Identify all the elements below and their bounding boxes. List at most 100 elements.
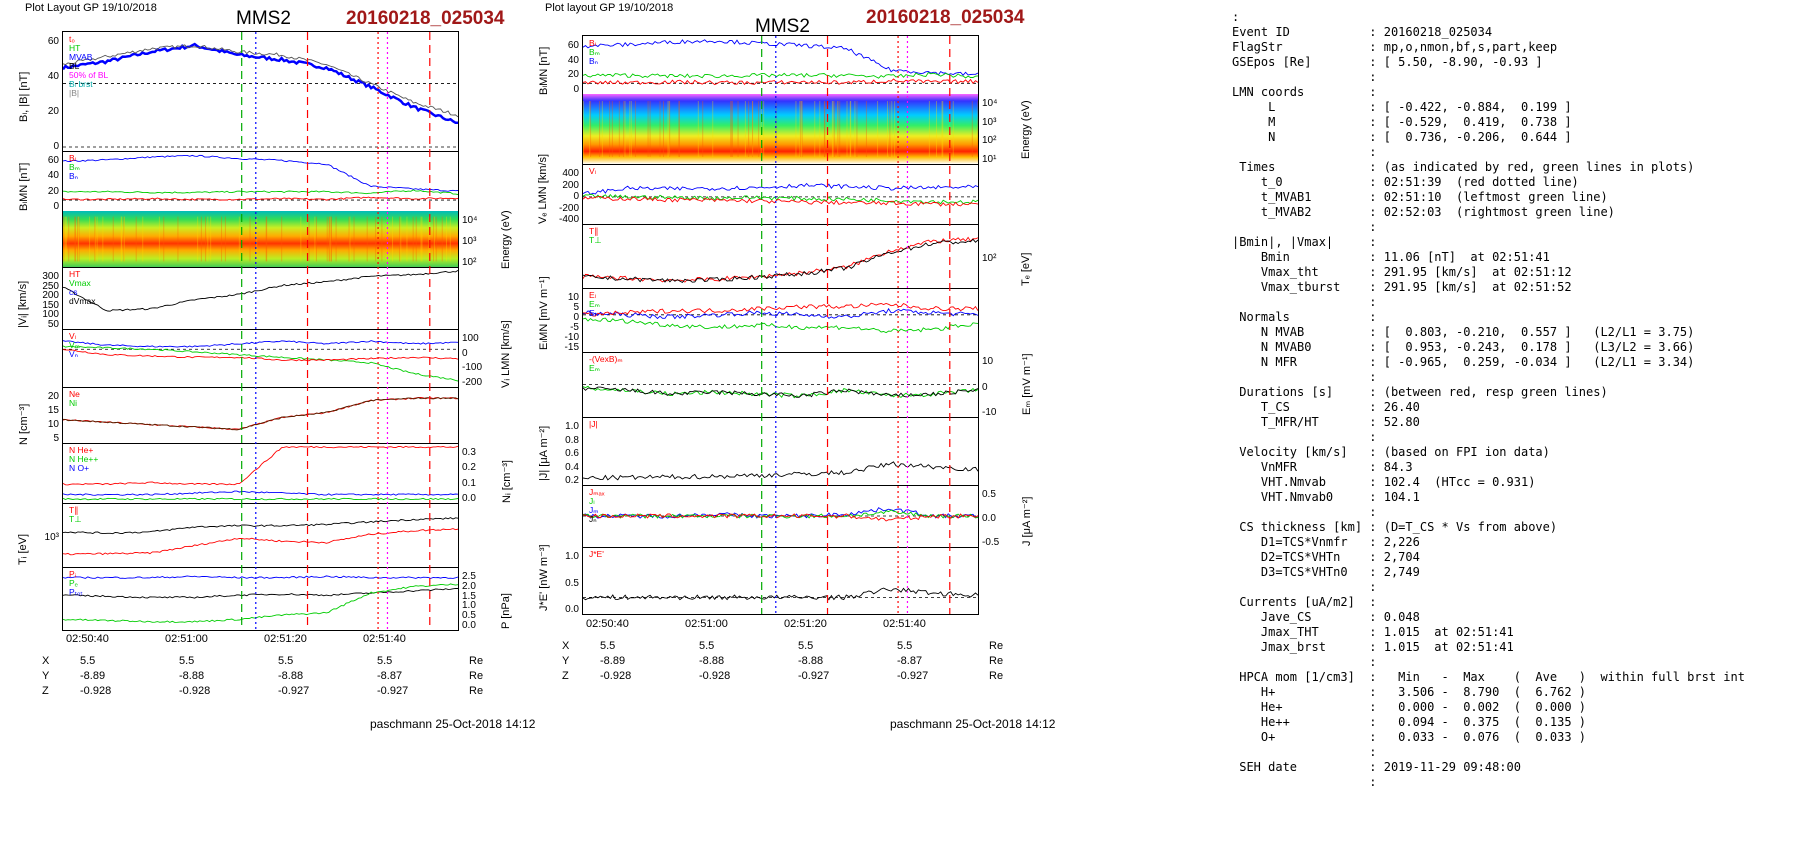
middle-panel-7-tick-label: 0.5 (982, 489, 996, 500)
left-panel-5-tick-label: 5 (53, 433, 59, 444)
middle-ephemeris-X-unit: Re (989, 640, 1004, 652)
middle-panel-0-tick-label: 40 (567, 54, 579, 66)
left-panel-1: 60 40 20 0 BₗMN [nT] Bₗ Bₘ Bₙ (18, 151, 458, 212)
middle-panel-2-axis-label: Vₑ LMN [km/s] (537, 153, 549, 224)
middle-ephemeris-X-value: 5.5 (600, 640, 616, 652)
middle-panel-6-tick-label: 1.0 (565, 421, 579, 432)
middle-panel-8-tick-label: 0.5 (565, 577, 579, 589)
left-ephemeris-X-value: 5.5 (179, 655, 195, 667)
middle-ephemeris-Z-unit: Re (989, 670, 1004, 682)
left-panel-0-tick-label: 0 (53, 141, 59, 152)
middle-panel-2-svg (583, 182, 978, 207)
left-panel-8-axis-label: P [nPa] (500, 592, 512, 629)
middle-time-tick-label: 02:51:00 (685, 618, 728, 630)
middle-panel-0-tick-label: 20 (567, 69, 579, 81)
middle-panel-5-tick-label: 10 (982, 356, 994, 367)
middle-plot-header: Plot layout GP 19/10/2018 (545, 2, 674, 14)
middle-ephemeris-Y-label: Y (562, 655, 570, 667)
middle-panel-5-axis-label: Eₘ [mV m⁻¹] (1021, 352, 1033, 415)
left-panel-5-tick-label: 10 (47, 419, 59, 430)
left-ephemeris-Y-unit: Re (469, 670, 484, 682)
middle-spectrogram (583, 94, 978, 164)
middle-panel-8-tick-label: 1.0 (565, 551, 579, 562)
left-panel-4-tick-label: 100 (462, 333, 479, 344)
middle-panel-8: 1.0 0.5 0.0 J*E' [nW m⁻³] J*E' (538, 544, 978, 615)
middle-panel-2-tick-label: -200 (558, 202, 579, 214)
left-series-Vₙ (63, 349, 458, 362)
middle-panel-6-tick-label: 0.6 (565, 448, 579, 459)
info-line: Event ID : 20160218_025034 (1232, 25, 1493, 39)
middle-series-Jₙ (583, 513, 978, 522)
left-legend-entry: Vₙ (69, 349, 79, 359)
left-plot-stack: 60 40 20 0 Bₗ, |B| [nT] t₀ HT MVAB BL 50% of BL Bₗ… (17, 31, 513, 631)
left-series-Vₘ (63, 345, 458, 382)
left-ephemeris-X-value: 5.5 (377, 655, 393, 667)
middle-panel-6-svg (583, 461, 978, 481)
info-line: t_MVAB2 : 02:52:03 (rightmost green line… (1260, 205, 1615, 219)
middle-panel-6-legend: |J| (589, 420, 598, 429)
middle-series-T∥ (583, 236, 978, 283)
middle-panel-4-tick-label: 0 (573, 312, 579, 323)
left-ephemeris-Z-value: -0.928 (80, 685, 112, 697)
middle-panel-6-tick-label: 0.2 (565, 475, 579, 486)
left-legend-entry: BL (69, 61, 80, 71)
left-series-Ni (63, 397, 458, 431)
middle-series-Jₘ (583, 509, 978, 519)
left-panel-0: 60 40 20 0 Bₗ, |B| [nT] t₀ HT MVAB BL 50% of BL Bₗ… (18, 32, 458, 152)
left-ephemeris-Z-value: -0.927 (278, 685, 310, 697)
left-panel-4-tick-label: 0 (462, 347, 468, 359)
middle-legend-entry: Eₘ (589, 363, 600, 373)
left-panel-3-tick-label: 100 (42, 309, 59, 321)
left-legend-entry: dVmax (69, 296, 96, 306)
info-line: GSEpos [Re] : [ 5.50, -8.90, -0.93 ] (1232, 55, 1543, 69)
left-ephemeris-Y-value: -8.89 (80, 670, 106, 682)
left-panel-4-tick-label: -200 (462, 377, 483, 388)
middle-event-id: 20160218_025034 (866, 7, 1025, 28)
info-line: N MVAB0 : [ 0.953, -0.243, 0.178 ] (L3/L… (1260, 340, 1695, 354)
middle-panel-4-svg (583, 302, 978, 334)
left-legend-entry: Bₙ (69, 171, 79, 181)
middle-panel-1-svg (583, 94, 978, 164)
left-panel-8-tick-label: 1.0 (462, 600, 476, 612)
info-line: : (1232, 10, 1240, 24)
middle-legend-entry: J*E' (589, 549, 604, 559)
middle-time-tick-label: 02:50:40 (586, 618, 629, 630)
left-ephemeris-X-value: 5.5 (278, 655, 294, 667)
middle-ephemeris-Z-value: -0.927 (798, 670, 830, 682)
middle-panel-4-tick-label: -15 (564, 342, 579, 353)
info-line: He++ : 0.094 - 0.375 ( 0.135 ) (1260, 715, 1587, 729)
left-legend-entry: N He+ (69, 445, 94, 455)
info-line: LMN coords : (1232, 85, 1377, 99)
info-line: Currents [uA/m2] : (1239, 595, 1377, 609)
left-panel-4: 100 0 -100 -200 Vᵢ LMN [km/s] Vₗ Vₘ Vₙ (63, 320, 512, 388)
middle-panel-4-tick-label: 10 (567, 292, 579, 303)
info-line: |Bmin|, |Vmax| : (1232, 235, 1377, 249)
info-line: Durations [s] : (between red, resp green… (1239, 385, 1608, 399)
middle-panel-0-legend: Bₗ Bₘ Bₙ (589, 39, 600, 66)
middle-series-|J| (583, 461, 978, 481)
left-panel-5-svg (63, 397, 458, 431)
middle-ephemeris-Y-value: -8.88 (798, 655, 824, 667)
left-panel-7-tick-label: 10³ (44, 532, 59, 543)
left-panel-4-svg (63, 340, 458, 382)
middle-panel-1: 10⁴ 10³ 10² 10¹ Energy (eV) (583, 94, 1032, 165)
left-series-T⊥ (63, 517, 458, 535)
middle-panel-4-tick-label: -10 (564, 332, 579, 343)
info-line: Vmax_tburst : 291.95 [km/s] at 02:51:52 (1260, 280, 1572, 294)
left-ephemeris-Y-label: Y (42, 670, 50, 682)
middle-panel-5-svg (583, 384, 978, 399)
left-panel-5-axis-label: N [cm⁻³] (18, 403, 30, 445)
middle-panel-6-axis-label: |J| [μA m⁻²] (538, 425, 550, 481)
left-legend-entry: Ni (69, 398, 78, 408)
left-panel-2-tick-label: 10² (462, 257, 477, 268)
middle-panel-3-legend: T∥ T⊥ (589, 227, 602, 245)
middle-legend-entry: Eₗ (589, 290, 597, 300)
middle-ephemeris-Z-label: Z (562, 670, 569, 682)
middle-panel-1-tick-label: 10³ (982, 116, 997, 128)
info-line: He+ : 0.000 - 0.002 ( 0.000 ) (1260, 700, 1587, 714)
info-line: t_MVAB1 : 02:51:10 (leftmost green line) (1260, 190, 1608, 204)
left-panel-7-legend: T∥ T⊥ (69, 506, 82, 524)
info-line: : (1369, 220, 1377, 234)
middle-panel-8-legend: J*E' (589, 550, 604, 559)
middle-panel-5-tick-label: 0 (982, 381, 988, 393)
